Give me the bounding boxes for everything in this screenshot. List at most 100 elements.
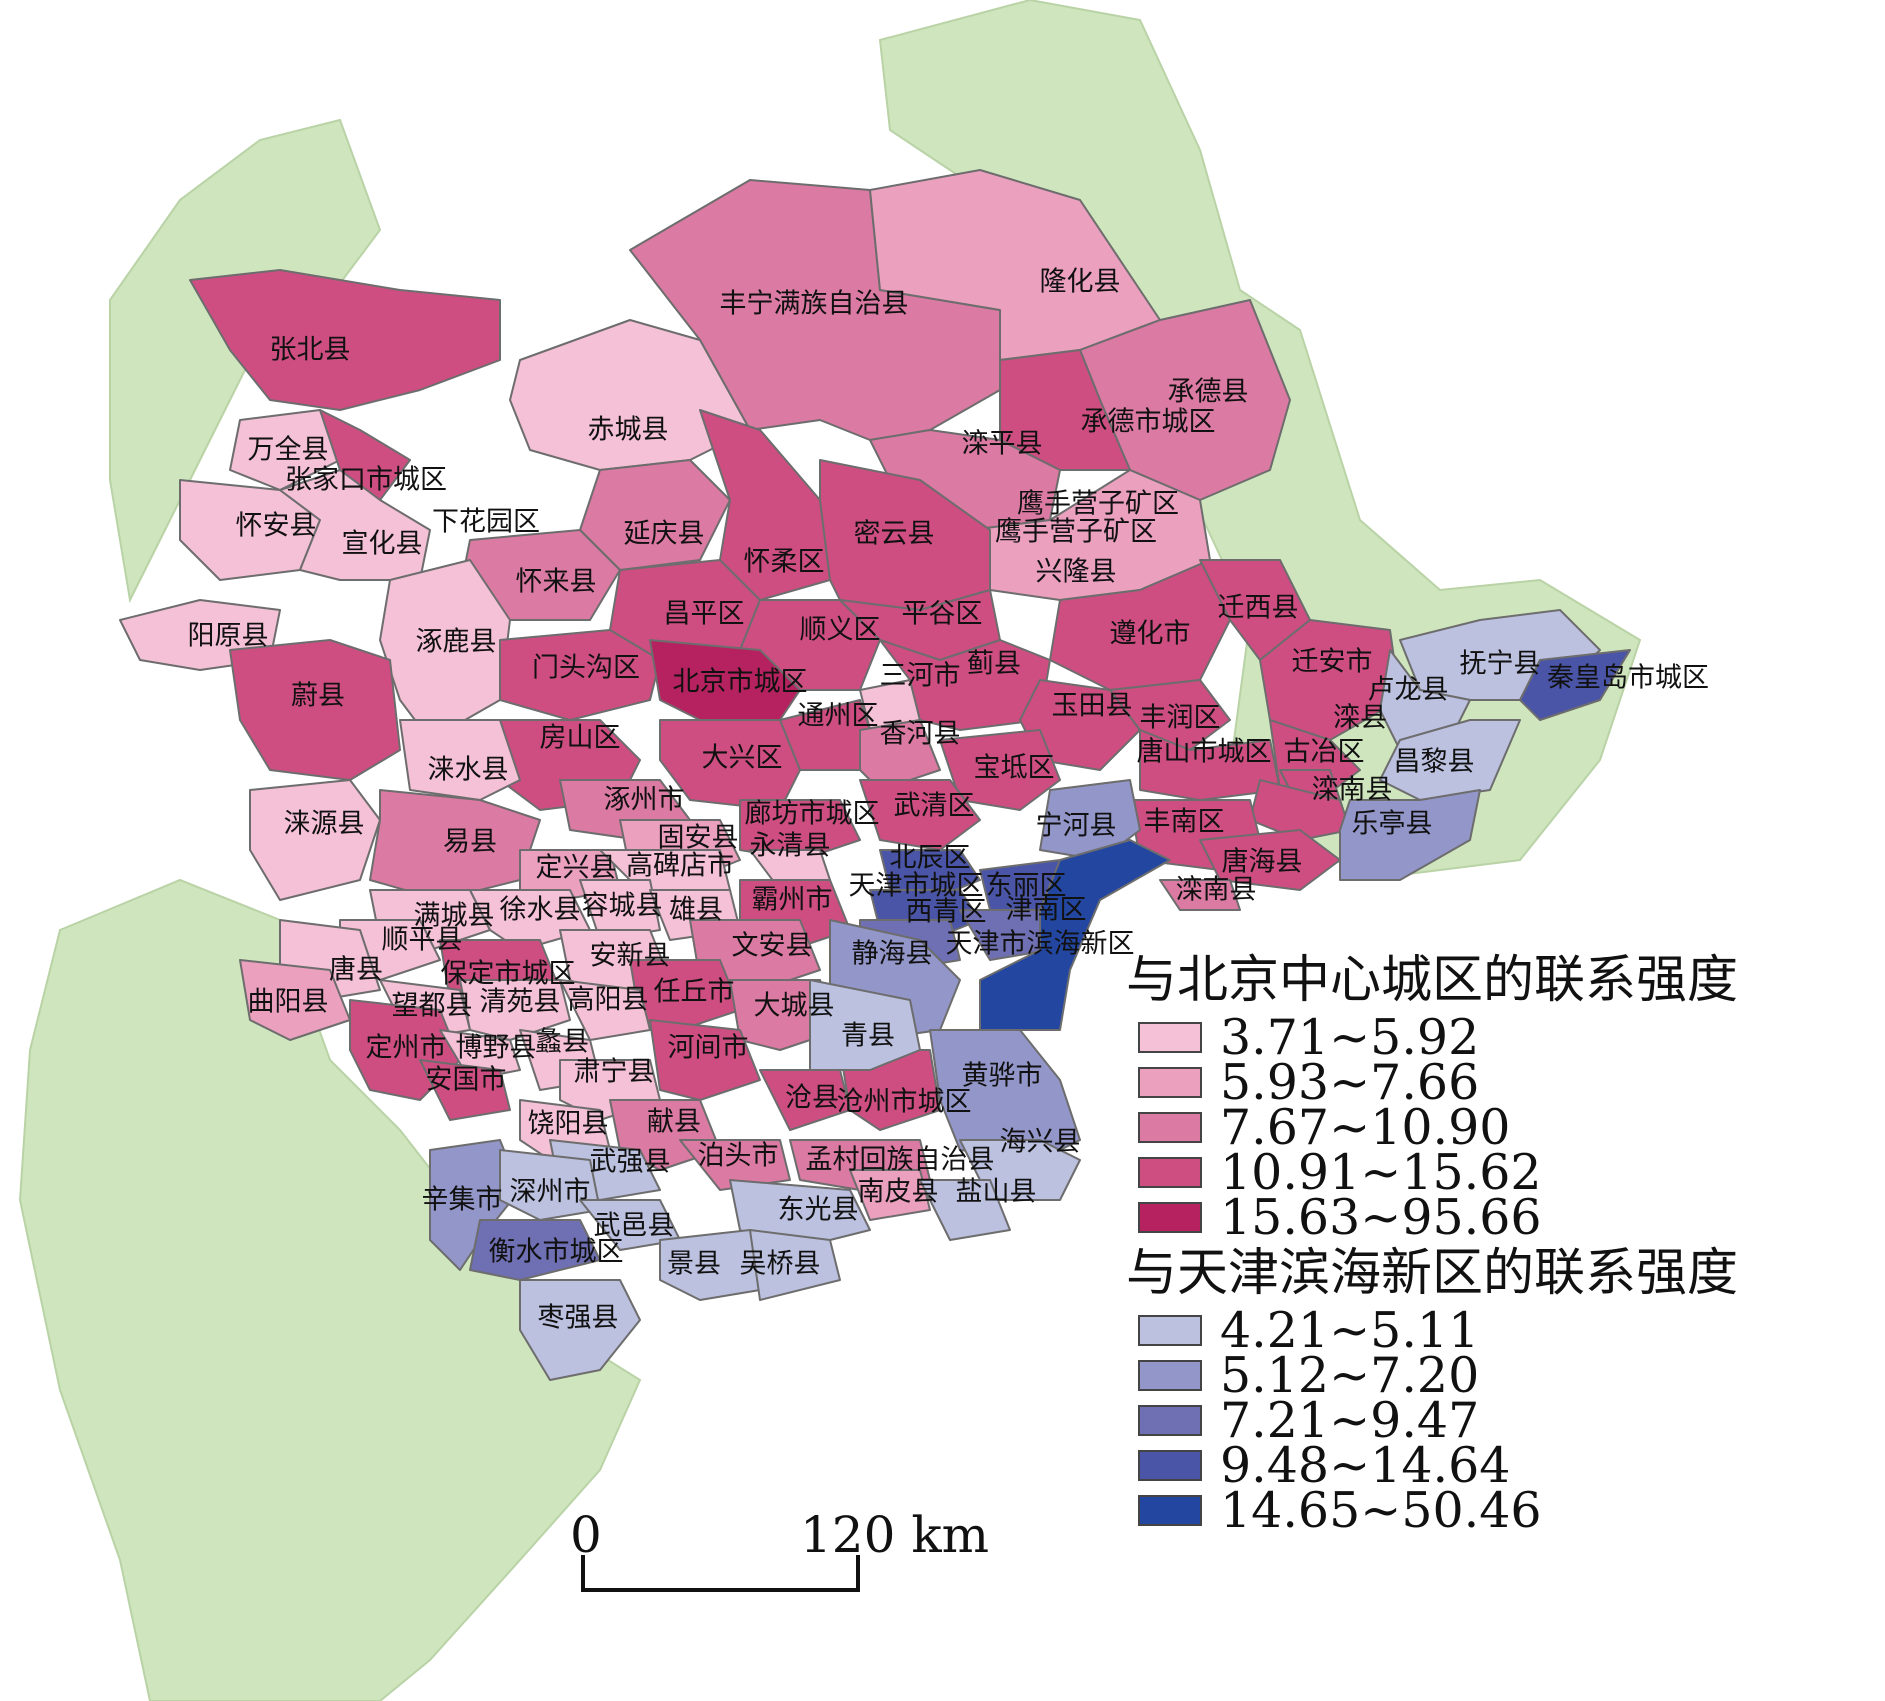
place-label: 三河市 (879, 660, 961, 692)
region-mentougou (499, 629, 661, 721)
place-label: 张北县 (269, 334, 351, 366)
place-label: 黄骅市 (961, 1060, 1043, 1092)
place-label: 高阳县 (567, 984, 649, 1016)
place-label: 博野县 (455, 1032, 537, 1064)
place-label: 河间市 (667, 1032, 749, 1064)
legend-label: 9.48~14.64 (1220, 1437, 1511, 1494)
place-label: 鹰手营子矿区 (995, 516, 1157, 548)
legend-item: 9.48~14.64 (1126, 1437, 1881, 1494)
place-label: 大城县 (753, 990, 835, 1022)
region-hejian (649, 1019, 761, 1101)
legend-item: 10.91~15.62 (1126, 1148, 1881, 1197)
place-label: 玉田县 (1051, 690, 1133, 722)
place-label: 阳原县 (187, 620, 269, 652)
legend-swatch (1138, 1360, 1202, 1391)
place-label: 怀来县 (515, 566, 597, 598)
place-label: 饶阳县 (527, 1108, 609, 1140)
region-gaoyang (559, 979, 651, 1041)
place-label: 清苑县 (479, 986, 561, 1018)
place-label: 西青区 (905, 896, 987, 928)
place-label: 吴桥县 (739, 1248, 821, 1280)
place-label: 古冶区 (1283, 736, 1365, 768)
map-legend: 与北京中心城区的联系强度 3.71~5.92 5.93~7.66 7.67~10… (1126, 951, 1881, 1535)
legend-title-beijing: 与北京中心城区的联系强度 (1126, 951, 1739, 1010)
place-label: 抚宁县 (1459, 648, 1541, 680)
place-label: 蓟县 (967, 648, 1021, 680)
place-label: 廊坊市城区 (744, 798, 880, 830)
place-label: 北辰区 (889, 842, 971, 874)
region-yuxian (229, 639, 401, 781)
place-label: 顺义区 (799, 614, 881, 646)
legend-item: 5.12~7.20 (1126, 1347, 1881, 1404)
region-laiyuan (249, 779, 381, 901)
scale-bar-line (581, 1555, 860, 1592)
region-botou (679, 1139, 791, 1191)
place-label: 怀柔区 (743, 546, 825, 578)
place-label: 静海县 (851, 938, 933, 970)
place-label: 唐山市城区 (1136, 736, 1272, 768)
region-laoting (1339, 789, 1481, 881)
region-rongcheng (579, 879, 661, 941)
region-wuqing (859, 779, 981, 851)
place-label: 鹰手营子矿区 (1017, 488, 1179, 520)
place-label: 赤城县 (587, 414, 669, 446)
place-label: 献县 (647, 1106, 701, 1138)
region-wuqiao (749, 1229, 841, 1301)
place-label: 辛集市 (421, 1184, 503, 1216)
place-label: 唐县 (329, 954, 383, 986)
place-label: 昌黎县 (1393, 746, 1475, 778)
place-label: 宁河县 (1035, 810, 1117, 842)
place-label: 迁西县 (1217, 592, 1299, 624)
region-luannan-south (1159, 879, 1241, 911)
place-label: 宝坻区 (973, 752, 1055, 784)
region-qingxian (809, 979, 921, 1071)
place-label: 文安县 (731, 930, 813, 962)
place-label: 武邑县 (593, 1210, 675, 1242)
place-label: 衡水市城区 (488, 1236, 624, 1268)
place-label: 涿州市 (603, 784, 685, 816)
legend-item: 14.65~50.46 (1126, 1486, 1881, 1535)
place-label: 安新县 (589, 940, 671, 972)
place-label: 满城县 (413, 900, 495, 932)
place-label: 东光县 (777, 1194, 859, 1226)
legend-label: 5.12~7.20 (1220, 1347, 1480, 1404)
place-label: 承德市城区 (1080, 406, 1216, 438)
legend-label: 7.67~10.90 (1220, 1099, 1511, 1156)
place-label: 泊头市 (697, 1140, 779, 1172)
region-nanpi (849, 1169, 931, 1221)
place-label: 安国市 (425, 1064, 507, 1096)
legend-label: 15.63~95.66 (1220, 1189, 1542, 1246)
region-jingxian (659, 1229, 761, 1301)
region-zhangjiakou-city (319, 409, 411, 501)
region-zaoqiang (519, 1279, 641, 1381)
legend-item: 15.63~95.66 (1126, 1189, 1881, 1246)
place-label: 滦南县 (1311, 774, 1393, 806)
legend-label: 4.21~5.11 (1220, 1302, 1480, 1359)
legend-swatch (1138, 1315, 1202, 1346)
place-label: 易县 (443, 826, 497, 858)
region-yanshan (919, 1179, 1011, 1241)
region-fengrun (1109, 679, 1231, 751)
place-label: 平谷区 (901, 598, 983, 630)
place-label: 涞源县 (283, 808, 365, 840)
place-label: 涞水县 (427, 754, 509, 786)
place-label: 任丘市 (653, 976, 735, 1008)
region-zhangbei (189, 269, 501, 411)
place-label: 承德县 (1167, 376, 1249, 408)
place-label: 霸州市 (751, 884, 833, 916)
place-label: 北京市城区 (672, 666, 808, 698)
region-quyang (239, 959, 351, 1041)
place-label: 密云县 (853, 518, 935, 550)
place-label: 滦平县 (961, 428, 1043, 460)
place-label: 丰润区 (1139, 702, 1221, 734)
legend-group-beijing: 3.71~5.92 5.93~7.66 7.67~10.90 10.91~15.… (1126, 1013, 1881, 1246)
place-label: 万全县 (247, 434, 329, 466)
legend-label: 7.21~9.47 (1220, 1392, 1480, 1449)
place-label: 海兴县 (999, 1126, 1081, 1158)
place-label: 定州市 (365, 1032, 447, 1064)
legend-swatch (1138, 1022, 1202, 1053)
place-label: 蔚县 (291, 680, 345, 712)
place-label: 顺平县 (381, 924, 463, 956)
legend-swatch (1138, 1112, 1202, 1143)
